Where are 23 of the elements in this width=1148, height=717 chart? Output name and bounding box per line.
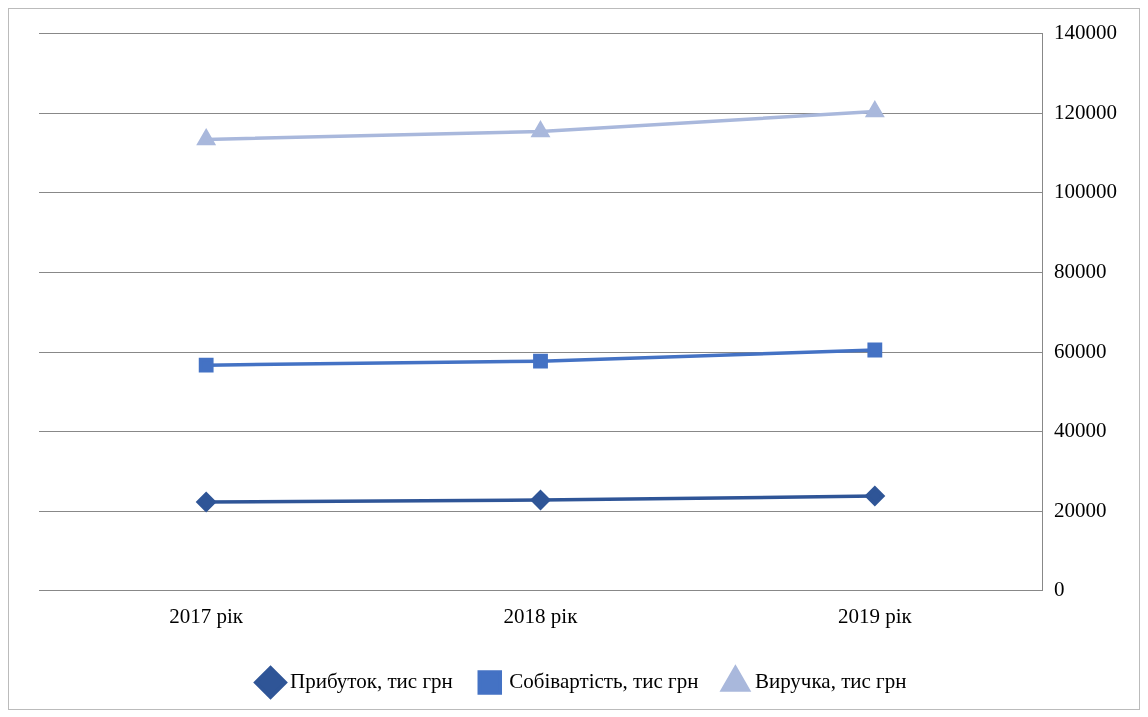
point — [197, 129, 215, 146]
point — [531, 121, 550, 138]
point — [530, 490, 551, 510]
point — [865, 486, 885, 506]
y-tick-label: 20000 — [1054, 497, 1107, 522]
y-tick-label: 120000 — [1054, 99, 1117, 124]
y-tick-label: 100000 — [1054, 179, 1117, 204]
x-tick-label: 2018 рік — [503, 603, 579, 628]
point — [866, 101, 884, 118]
y-tick-label: 80000 — [1054, 258, 1107, 283]
point — [867, 342, 883, 358]
legend-label: Виручка, тис грн — [754, 669, 907, 694]
y-tick-label: 40000 — [1054, 418, 1107, 443]
y-tick-label: 140000 — [1054, 20, 1117, 45]
y-tick-label: 0 — [1054, 577, 1065, 602]
legend-label: Прибуток, тис грн — [290, 669, 453, 694]
x-tick-label: 2019 рік — [837, 603, 913, 628]
point — [198, 357, 214, 373]
y-tick-label: 60000 — [1054, 338, 1107, 363]
x-tick-label: 2017 рік — [169, 603, 244, 628]
legend-label: Собівартість, тис грн — [509, 669, 699, 694]
point — [533, 353, 548, 369]
point — [196, 492, 216, 512]
